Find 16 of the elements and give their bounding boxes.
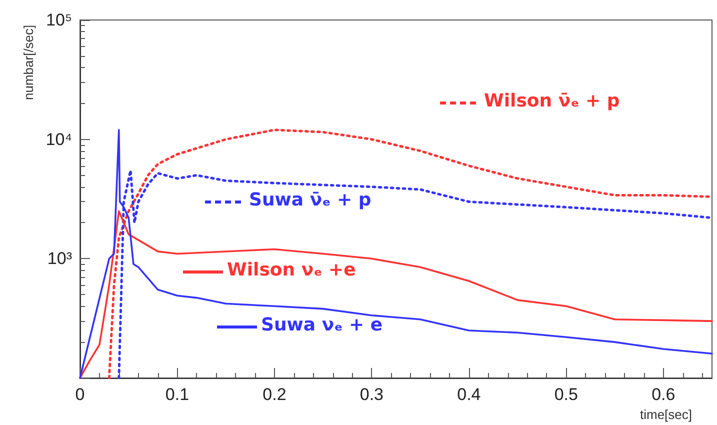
x-tick-label: 0 [75, 385, 85, 404]
x-tick-label: 0.3 [360, 385, 384, 404]
x-tick-label: 0.5 [554, 385, 578, 404]
y-axis-title: numbar[/sec] [21, 24, 36, 100]
x-tick-label: 0.2 [262, 385, 286, 404]
x-tick-label: 0.4 [457, 385, 481, 404]
y-tick-label: 10³ [47, 249, 72, 268]
legend-label: Suwa ν̄ₑ + p [249, 190, 372, 210]
legend-label: Wilson ν̄ₑ + p [484, 90, 620, 112]
legend-label: Wilson νₑ +e [227, 260, 356, 280]
y-tick-label: 10⁵ [46, 10, 72, 30]
legend-label: Suwa νₑ + e [261, 314, 383, 336]
x-tick-label: 0.1 [165, 385, 190, 404]
y-tick-label: 10⁴ [46, 130, 72, 149]
x-tick-label: 0.6 [652, 385, 676, 404]
x-axis-title: time[sec] [640, 407, 692, 422]
